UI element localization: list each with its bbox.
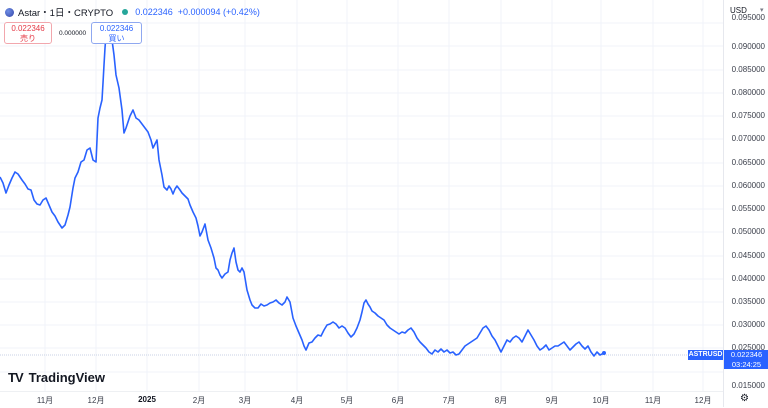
price-axis[interactable]: USD ▾ 0.095000 0.090000 0.085000 0.08000…	[723, 0, 768, 407]
price-axis-label: 0.035000	[731, 297, 765, 306]
price-change: +0.000094 (+0.42%)	[177, 7, 260, 17]
time-axis-label: 9月	[545, 396, 559, 405]
chevron-down-icon[interactable]: ▾	[760, 7, 764, 14]
sell-label: 売り	[20, 34, 36, 43]
buy-price: 0.022346	[99, 24, 134, 33]
time-axis-label: 3月	[238, 396, 252, 405]
price-axis-label: 0.070000	[731, 134, 765, 143]
time-axis-label: 11月	[644, 396, 662, 405]
price-axis-label: 0.090000	[731, 42, 765, 51]
price-axis-label: 0.055000	[731, 204, 765, 213]
tradingview-logo[interactable]: TV TradingView	[8, 370, 105, 385]
last-price: 0.022346	[135, 7, 173, 17]
time-axis-label: 7月	[442, 396, 456, 405]
time-axis-label: 11月	[36, 396, 54, 405]
price-axis-label: 0.075000	[731, 111, 765, 120]
price-axis-label: 0.085000	[731, 65, 765, 74]
buy-label: 買い	[108, 34, 125, 43]
current-price: 0.022346	[730, 350, 763, 359]
price-axis-label: 0.025000	[731, 343, 765, 352]
time-axis-label: 4月	[290, 396, 304, 405]
time-axis-label: 10月	[592, 396, 610, 405]
price-axis-label: 0.050000	[731, 227, 765, 236]
time-axis-label: 2025	[138, 395, 156, 404]
sell-button[interactable]: 0.022346 売り	[4, 22, 52, 44]
buy-button[interactable]: 0.022346 買い	[91, 22, 142, 44]
grid-lines	[0, 0, 723, 391]
price-axis-label: 0.095000	[731, 13, 765, 22]
price-axis-label: 0.040000	[731, 274, 765, 283]
price-axis-label: 0.065000	[731, 158, 765, 167]
brand-name: TradingView	[28, 370, 105, 385]
market-status-icon	[122, 9, 129, 15]
price-axis-label: 0.060000	[731, 181, 765, 190]
settings-gear-icon[interactable]: ⚙	[740, 393, 749, 404]
symbol-header: Astar・1日・CRYPTO 0.022346 +0.000094 (+0.4…	[5, 5, 260, 19]
price-axis-label: 0.015000	[731, 381, 765, 390]
symbol-title[interactable]: Astar・1日・CRYPTO	[18, 8, 114, 19]
price-line	[0, 31, 605, 357]
current-price-tag: 0.022346 03:24:25	[724, 350, 768, 369]
tradingview-mark-icon: TV	[8, 370, 24, 385]
time-axis-label: 6月	[391, 396, 405, 405]
price-axis-label: 0.030000	[731, 320, 765, 329]
time-axis[interactable]: 11月 12月 2025 2月 3月 4月 5月 6月 7月 8月 9月 10月…	[0, 391, 723, 408]
time-axis-label: 12月	[87, 396, 105, 405]
time-axis-label: 8月	[494, 396, 508, 405]
astar-logo-icon	[5, 7, 14, 17]
bar-countdown: 03:24:25	[731, 359, 762, 369]
chart-area[interactable]	[0, 0, 723, 391]
symbol-tag: ASTRUSD	[688, 350, 723, 360]
last-point-marker	[602, 351, 606, 355]
price-chart[interactable]	[0, 0, 723, 391]
time-axis-label: 2月	[192, 396, 206, 405]
time-axis-label: 5月	[340, 396, 354, 405]
time-axis-label: 12月	[694, 396, 712, 405]
price-axis-label: 0.080000	[731, 88, 765, 97]
price-axis-label: 0.045000	[731, 251, 765, 260]
spread-value: 0.000000	[59, 30, 87, 37]
currency-selector[interactable]: USD	[730, 6, 747, 15]
sell-price: 0.022346	[11, 24, 45, 33]
